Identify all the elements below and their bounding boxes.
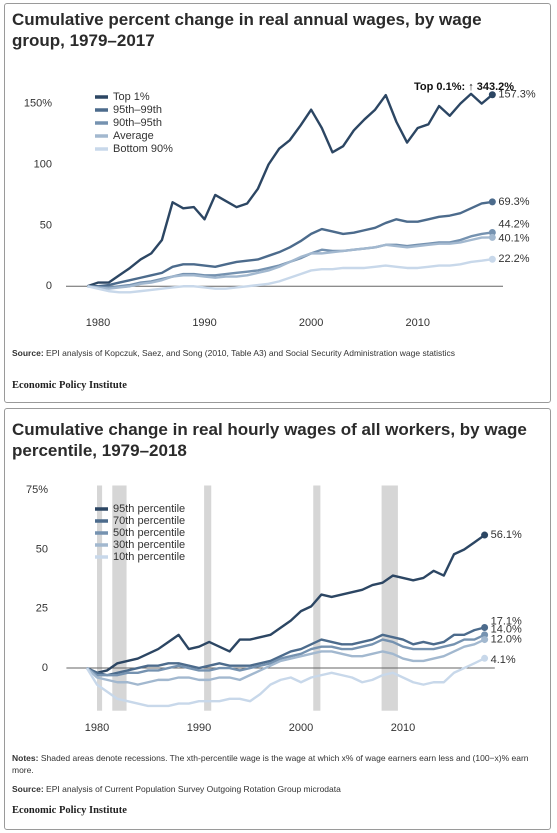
end-dot bbox=[488, 91, 496, 99]
panel bbox=[4, 3, 551, 403]
series-line bbox=[87, 231, 493, 289]
end-dot bbox=[481, 531, 489, 539]
source: Source: EPI analysis of Kopczuk, Saez, a… bbox=[12, 347, 532, 359]
legend-label: 30th percentile bbox=[113, 539, 185, 551]
end-label: 14.0% bbox=[491, 624, 522, 636]
credit: Economic Policy Institute bbox=[12, 380, 127, 391]
legend-label: Top 1% bbox=[113, 91, 150, 103]
series-line bbox=[85, 638, 486, 686]
x-tick-label: 1990 bbox=[192, 317, 216, 329]
y-tick-label: 50 bbox=[36, 543, 48, 555]
x-tick-label: 1980 bbox=[86, 317, 110, 329]
series-line bbox=[86, 534, 486, 674]
end-dot bbox=[481, 636, 489, 644]
chart-title: Cumulative change in real hourly wages o… bbox=[12, 420, 527, 460]
notes-label: Notes: bbox=[12, 753, 39, 763]
y-tick-label: 0 bbox=[42, 662, 48, 674]
y-tick-label: 25 bbox=[36, 603, 48, 615]
annotation: Top 0.1%: ↑ 343.2% bbox=[414, 81, 514, 93]
legend-label: 95th percentile bbox=[113, 503, 185, 515]
x-tick-label: 1980 bbox=[85, 722, 109, 734]
recession-band bbox=[112, 485, 127, 711]
source-label: Source: bbox=[12, 348, 44, 358]
end-dot bbox=[488, 198, 496, 206]
y-tick-label: 75% bbox=[26, 484, 48, 496]
panel bbox=[4, 408, 551, 830]
x-tick-label: 2000 bbox=[289, 722, 313, 734]
end-dot bbox=[481, 623, 489, 631]
series-line bbox=[85, 657, 486, 708]
end-label: 56.1% bbox=[491, 529, 522, 541]
source-text: EPI analysis of Current Population Surve… bbox=[46, 784, 341, 794]
credit: Economic Policy Institute bbox=[12, 805, 127, 816]
y-tick-label: 100 bbox=[34, 158, 52, 170]
source-label: Source: bbox=[12, 784, 44, 794]
recession-band bbox=[204, 485, 212, 711]
series-line bbox=[87, 258, 493, 294]
legend-label: 70th percentile bbox=[113, 515, 185, 527]
end-label: 157.3% bbox=[498, 89, 536, 101]
source: Source: EPI analysis of Current Populati… bbox=[12, 783, 532, 795]
notes-text: Shaded areas denote recessions. The xth-… bbox=[12, 753, 529, 775]
end-label: 12.0% bbox=[491, 633, 522, 645]
series-line bbox=[87, 236, 493, 290]
legend-label: 50th percentile bbox=[113, 527, 185, 539]
end-dot bbox=[488, 233, 496, 241]
end-label: 69.3% bbox=[498, 196, 529, 208]
x-tick-label: 1990 bbox=[187, 722, 211, 734]
end-dot bbox=[488, 228, 496, 236]
end-label: 40.1% bbox=[498, 232, 529, 244]
legend-label: Bottom 90% bbox=[113, 143, 173, 155]
source-text: EPI analysis of Kopczuk, Saez, and Song … bbox=[46, 348, 456, 358]
series-line bbox=[87, 200, 493, 288]
series-line bbox=[86, 633, 486, 677]
x-tick-label: 2010 bbox=[405, 317, 429, 329]
series-line bbox=[86, 92, 494, 288]
y-tick-label: 50 bbox=[40, 219, 52, 231]
x-tick-label: 2000 bbox=[299, 317, 323, 329]
x-tick-label: 2010 bbox=[391, 722, 415, 734]
legend-label: Average bbox=[113, 130, 154, 142]
end-label: 4.1% bbox=[491, 654, 516, 666]
recession-band bbox=[97, 485, 103, 711]
y-tick-label: 0 bbox=[46, 280, 52, 292]
series-line bbox=[86, 626, 485, 677]
recession-band bbox=[381, 485, 398, 711]
notes: Notes: Shaded areas denote recessions. T… bbox=[12, 752, 532, 776]
y-tick-label: 150% bbox=[24, 98, 52, 110]
end-dot bbox=[488, 255, 496, 263]
end-dot bbox=[481, 654, 489, 662]
end-label: 44.2% bbox=[498, 218, 529, 230]
legend-label: 90th–95th bbox=[113, 117, 162, 129]
legend-label: 10th percentile bbox=[113, 551, 185, 563]
chart-title: Cumulative percent change in real annual… bbox=[12, 10, 482, 50]
end-label: 22.2% bbox=[498, 253, 529, 265]
legend-label: 95th–99th bbox=[113, 104, 162, 116]
end-label: 17.1% bbox=[491, 615, 522, 627]
